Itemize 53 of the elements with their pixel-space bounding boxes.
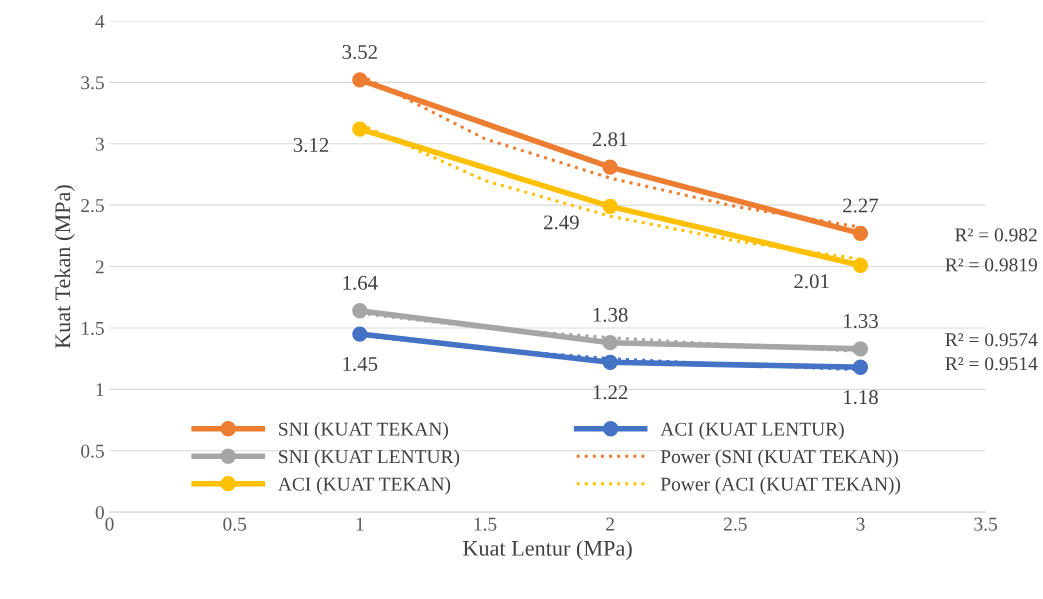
- legend-label: Power (ACI (KUAT TEKAN)): [660, 477, 901, 495]
- legend-label: SNI (KUAT LENTUR): [279, 449, 460, 468]
- data-label: 2.01: [794, 274, 829, 289]
- y-tick-label: 3: [95, 137, 104, 151]
- data-label: 1.18: [844, 390, 878, 405]
- point: [852, 341, 869, 357]
- x-tick-label: 3.5: [974, 517, 998, 531]
- data-label: 2.27: [843, 198, 879, 213]
- point: [352, 72, 368, 88]
- y-tick-label: 4: [95, 14, 105, 28]
- point: [352, 303, 368, 319]
- data-label: 1.64: [343, 275, 378, 290]
- point: [852, 257, 869, 273]
- point: [602, 354, 618, 370]
- annotation: R² = 0.9514: [945, 357, 1038, 371]
- legend-label: Power (SNI (KUAT TEKAN)): [660, 449, 898, 468]
- data-label: 1.38: [593, 307, 628, 322]
- point: [602, 198, 618, 215]
- x-tick-label: 2.5: [724, 517, 747, 531]
- y-tick-label: 1.5: [82, 321, 104, 335]
- x-tick-label: 0: [105, 517, 114, 531]
- data-label: 3.12: [293, 138, 329, 153]
- point: [852, 359, 869, 375]
- x-tick-label: 2: [606, 517, 614, 531]
- data-label: 2.49: [544, 215, 579, 230]
- legend-label: ACI (KUAT LENTUR): [660, 422, 844, 440]
- x-tick-label: 0.5: [223, 517, 247, 531]
- y-tick-label: 2.5: [81, 199, 104, 213]
- x-axis-title: Kuat Lentur (MPa): [463, 540, 632, 561]
- y-tick-label: 2: [95, 260, 104, 274]
- annotation: R² = 0.9574: [945, 333, 1038, 347]
- y-tick-label: 1: [96, 383, 104, 397]
- data-label: 1.45: [343, 357, 378, 372]
- x-tick-label: 1: [356, 517, 364, 531]
- data-label: 3.52: [342, 45, 377, 60]
- point: [602, 335, 618, 351]
- y-tick-label: 0.5: [81, 444, 104, 458]
- annotation: R² = 0.982: [955, 228, 1037, 242]
- y-axis-title: Kuat Tekan (MPa): [54, 185, 75, 349]
- legend-label: SNI (KUAT TEKAN): [279, 422, 448, 440]
- y-tick-label: 3.5: [81, 76, 104, 90]
- annotation: R² = 0.9819: [945, 258, 1037, 272]
- data-label: 2.81: [592, 132, 628, 147]
- data-label: 1.22: [593, 385, 628, 400]
- x-tick-label: 1.5: [474, 517, 497, 531]
- data-label: 1.33: [844, 313, 878, 329]
- legend-label: ACI (KUAT TEKAN): [277, 477, 451, 495]
- x-tick-label: 3: [856, 517, 865, 531]
- point: [352, 326, 368, 342]
- point: [352, 121, 368, 137]
- point: [602, 159, 618, 175]
- y-tick-label: 0: [95, 505, 104, 520]
- point: [852, 225, 869, 242]
